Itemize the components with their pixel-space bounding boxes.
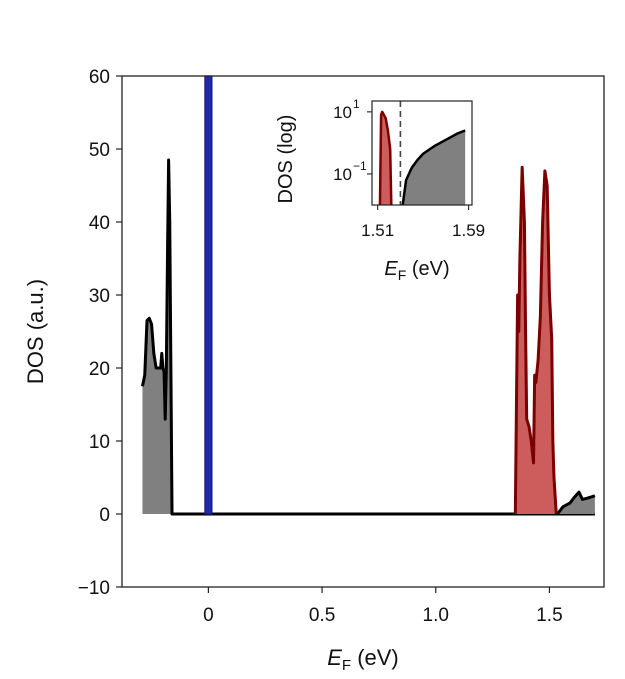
inset-y-tick-exponent: 1 [353, 97, 360, 111]
inset-data-marks [378, 101, 466, 206]
inset-y-tick-exponent: −1 [353, 159, 367, 173]
x-tick-label: 1.5 [536, 605, 562, 626]
y-axis-label: DOS (a.u.) [23, 279, 48, 384]
main-plot: −10 0 10 20 30 40 50 60 0 0.5 1.0 1.5 DOS (a.u.) E… [23, 67, 605, 674]
inset-x-axis: 1.51 1.59 [361, 205, 485, 240]
y-tick-label: 10 [89, 432, 110, 453]
y-tick-label: 20 [89, 359, 110, 380]
inset-y-tick-label: 10 [333, 103, 352, 122]
main-plot-frame [121, 75, 605, 588]
x-axis-label-symbol: E [327, 645, 342, 670]
y-tick-label: 0 [99, 505, 110, 526]
fermi-level-bar [204, 75, 213, 515]
inset-x-axis-label: EF (eV) [384, 258, 449, 283]
y-tick-label: 30 [89, 286, 110, 307]
inset-y-tick-label: 10 [333, 165, 352, 184]
x-axis-label: EF (eV) [327, 645, 399, 674]
inset-x-tick-label: 1.59 [452, 221, 485, 240]
inset-x-axis-label-unit: (eV) [406, 258, 449, 280]
dos-line-0 [140, 158, 595, 516]
inset-x-tick-label: 1.51 [361, 221, 394, 240]
inset-plot-frame [371, 100, 473, 206]
dos-line-1 [556, 490, 596, 515]
dos-fill-2 [515, 167, 557, 514]
y-tick-label: −10 [78, 578, 110, 599]
x-tick-label: 0.5 [309, 605, 335, 626]
inset-dos-line-0 [378, 110, 393, 206]
x-tick-label: 1.0 [423, 605, 449, 626]
y-tick-label: 60 [89, 67, 110, 88]
dos-fill-1 [557, 492, 595, 514]
inset-x-axis-label-symbol: E [384, 258, 398, 280]
inset-dos-line-1 [401, 129, 466, 206]
x-axis-label-subscript: F [342, 657, 351, 674]
main-x-axis: 0 0.5 1.0 1.5 [203, 587, 563, 626]
x-tick-label: 0 [203, 605, 214, 626]
y-tick-label: 50 [89, 140, 110, 161]
inset-y-axis-label: DOS (log) [275, 115, 297, 204]
main-data-marks [140, 75, 596, 516]
dos-line-2 [513, 165, 558, 515]
y-tick-label: 40 [89, 213, 110, 234]
inset-x-axis-label-subscript: F [398, 267, 407, 283]
inset-dos-fill-1 [402, 130, 466, 205]
main-y-axis: −10 0 10 20 30 40 50 60 [78, 67, 122, 599]
x-axis-label-unit: (eV) [351, 645, 399, 670]
